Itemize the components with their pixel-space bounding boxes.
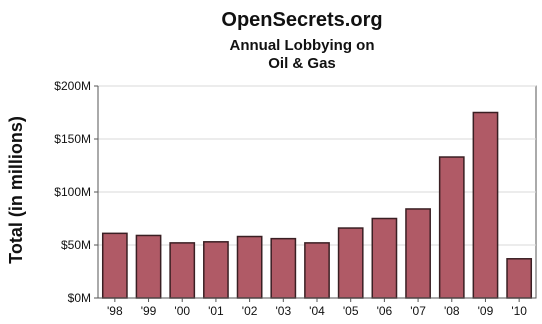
y-tick-label: $0M: [68, 291, 91, 305]
x-tick-label: '05: [343, 304, 359, 318]
x-tick-label: '01: [208, 304, 224, 318]
bar: [203, 241, 229, 299]
y-axis-label: Total (in millions): [6, 116, 26, 264]
x-tick-label: '02: [242, 304, 258, 318]
bar: [101, 232, 128, 299]
bar: [337, 227, 364, 299]
bar: [438, 156, 465, 299]
bar: [236, 235, 263, 299]
x-tick-label: '03: [275, 304, 291, 318]
y-tick-label: $100M: [54, 185, 91, 199]
bar: [506, 258, 533, 299]
bar: [169, 242, 196, 299]
chart-title: OpenSecrets.org: [221, 9, 382, 31]
bar: [270, 237, 297, 299]
bar: [371, 217, 398, 299]
x-tick-label: '04: [309, 304, 325, 318]
y-tick-label: $50M: [61, 238, 91, 252]
chart-subtitle-line-2: Oil & Gas: [268, 55, 336, 72]
y-tick-label: $150M: [54, 132, 91, 146]
x-tick-label: '07: [410, 304, 426, 318]
x-tick-label: '09: [478, 304, 494, 318]
y-tick-label: $200M: [54, 79, 91, 93]
bar: [405, 208, 431, 299]
axis-layer: $0M $50M $100M $150M $200M '98 '99 '00 '01 '02 '03…: [54, 79, 536, 318]
x-tick-label: '08: [444, 304, 460, 318]
bar: [135, 234, 162, 299]
x-tick-label: '98: [107, 304, 123, 318]
x-tick-label: '00: [174, 304, 190, 318]
chart-subtitle-line-1: Annual Lobbying on: [230, 37, 375, 54]
bar: [304, 242, 330, 299]
x-tick-label: '10: [511, 304, 527, 318]
x-tick-label: '06: [377, 304, 393, 318]
x-tick-label: '99: [141, 304, 157, 318]
bar: [472, 111, 499, 299]
